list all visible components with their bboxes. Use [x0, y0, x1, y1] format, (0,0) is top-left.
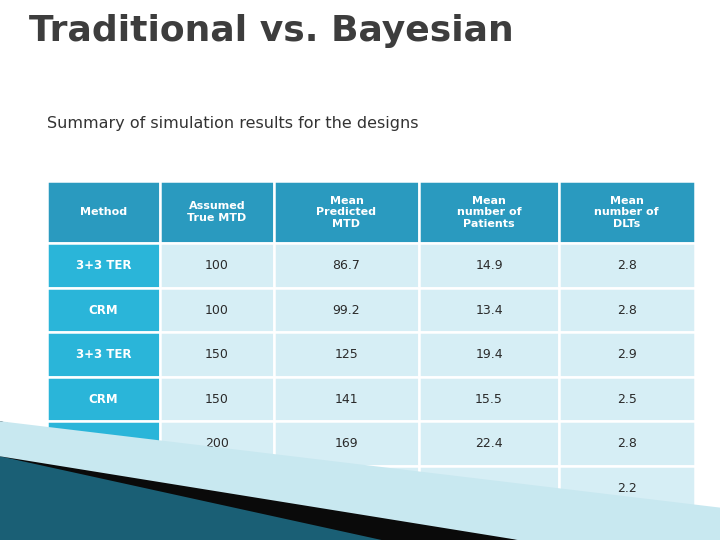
Text: 169: 169 — [335, 437, 359, 450]
Polygon shape — [0, 421, 518, 540]
FancyBboxPatch shape — [559, 181, 695, 244]
Text: 100: 100 — [205, 303, 229, 316]
Text: 2.8: 2.8 — [617, 303, 636, 316]
FancyBboxPatch shape — [419, 288, 559, 333]
Text: Assumed
True MTD: Assumed True MTD — [187, 201, 246, 223]
FancyBboxPatch shape — [419, 333, 559, 377]
Text: 86.7: 86.7 — [333, 259, 361, 272]
FancyBboxPatch shape — [419, 466, 559, 510]
Text: 14.9: 14.9 — [475, 259, 503, 272]
Text: 200: 200 — [205, 437, 229, 450]
FancyBboxPatch shape — [419, 377, 559, 421]
Text: 141: 141 — [335, 393, 359, 406]
FancyBboxPatch shape — [47, 244, 160, 288]
Text: 2.2: 2.2 — [617, 482, 636, 495]
FancyBboxPatch shape — [274, 333, 419, 377]
Text: 150: 150 — [205, 348, 229, 361]
Text: Mean
Predicted
MTD: Mean Predicted MTD — [317, 195, 377, 229]
FancyBboxPatch shape — [274, 377, 419, 421]
Text: 99.2: 99.2 — [333, 303, 360, 316]
FancyBboxPatch shape — [160, 244, 274, 288]
FancyBboxPatch shape — [160, 466, 274, 510]
FancyBboxPatch shape — [160, 181, 274, 244]
Text: 3+3 TER: 3+3 TER — [76, 348, 131, 361]
Text: 2.8: 2.8 — [617, 437, 636, 450]
FancyBboxPatch shape — [274, 181, 419, 244]
Text: 19.4: 19.4 — [475, 348, 503, 361]
Text: 186: 186 — [335, 482, 359, 495]
Text: Traditional vs. Bayesian: Traditional vs. Bayesian — [29, 14, 513, 48]
Text: Mean
number of
DLTs: Mean number of DLTs — [595, 195, 659, 229]
Text: CRM: CRM — [89, 482, 118, 495]
FancyBboxPatch shape — [47, 377, 160, 421]
FancyBboxPatch shape — [559, 466, 695, 510]
FancyBboxPatch shape — [559, 333, 695, 377]
FancyBboxPatch shape — [47, 421, 160, 466]
FancyBboxPatch shape — [160, 288, 274, 333]
FancyBboxPatch shape — [47, 466, 160, 510]
Text: 150: 150 — [205, 393, 229, 406]
FancyBboxPatch shape — [419, 244, 559, 288]
Text: 2.8: 2.8 — [617, 259, 636, 272]
FancyBboxPatch shape — [274, 244, 419, 288]
Polygon shape — [0, 421, 720, 540]
Text: Mean
number of
Patients: Mean number of Patients — [456, 195, 521, 229]
FancyBboxPatch shape — [160, 421, 274, 466]
Text: 13.4: 13.4 — [475, 303, 503, 316]
FancyBboxPatch shape — [47, 181, 160, 244]
Text: CRM: CRM — [89, 303, 118, 316]
Text: 125: 125 — [335, 348, 359, 361]
Text: Method: Method — [80, 207, 127, 217]
Text: CRM: CRM — [89, 393, 118, 406]
Text: 100: 100 — [205, 259, 229, 272]
FancyBboxPatch shape — [559, 377, 695, 421]
Text: 2.9: 2.9 — [617, 348, 636, 361]
Text: 22.4: 22.4 — [475, 437, 503, 450]
Text: 200: 200 — [205, 482, 229, 495]
Text: Summary of simulation results for the designs: Summary of simulation results for the de… — [47, 116, 418, 131]
FancyBboxPatch shape — [559, 244, 695, 288]
FancyBboxPatch shape — [160, 333, 274, 377]
Text: 3+3 TER: 3+3 TER — [76, 437, 131, 450]
FancyBboxPatch shape — [419, 421, 559, 466]
Text: 16.8: 16.8 — [475, 482, 503, 495]
Text: 3+3 TER: 3+3 TER — [76, 259, 131, 272]
FancyBboxPatch shape — [274, 421, 419, 466]
FancyBboxPatch shape — [274, 288, 419, 333]
Polygon shape — [0, 421, 518, 540]
FancyBboxPatch shape — [419, 181, 559, 244]
FancyBboxPatch shape — [274, 466, 419, 510]
FancyBboxPatch shape — [559, 288, 695, 333]
Text: 15.5: 15.5 — [475, 393, 503, 406]
FancyBboxPatch shape — [160, 377, 274, 421]
Text: 2.5: 2.5 — [617, 393, 636, 406]
FancyBboxPatch shape — [559, 421, 695, 466]
FancyBboxPatch shape — [47, 333, 160, 377]
FancyBboxPatch shape — [47, 288, 160, 333]
